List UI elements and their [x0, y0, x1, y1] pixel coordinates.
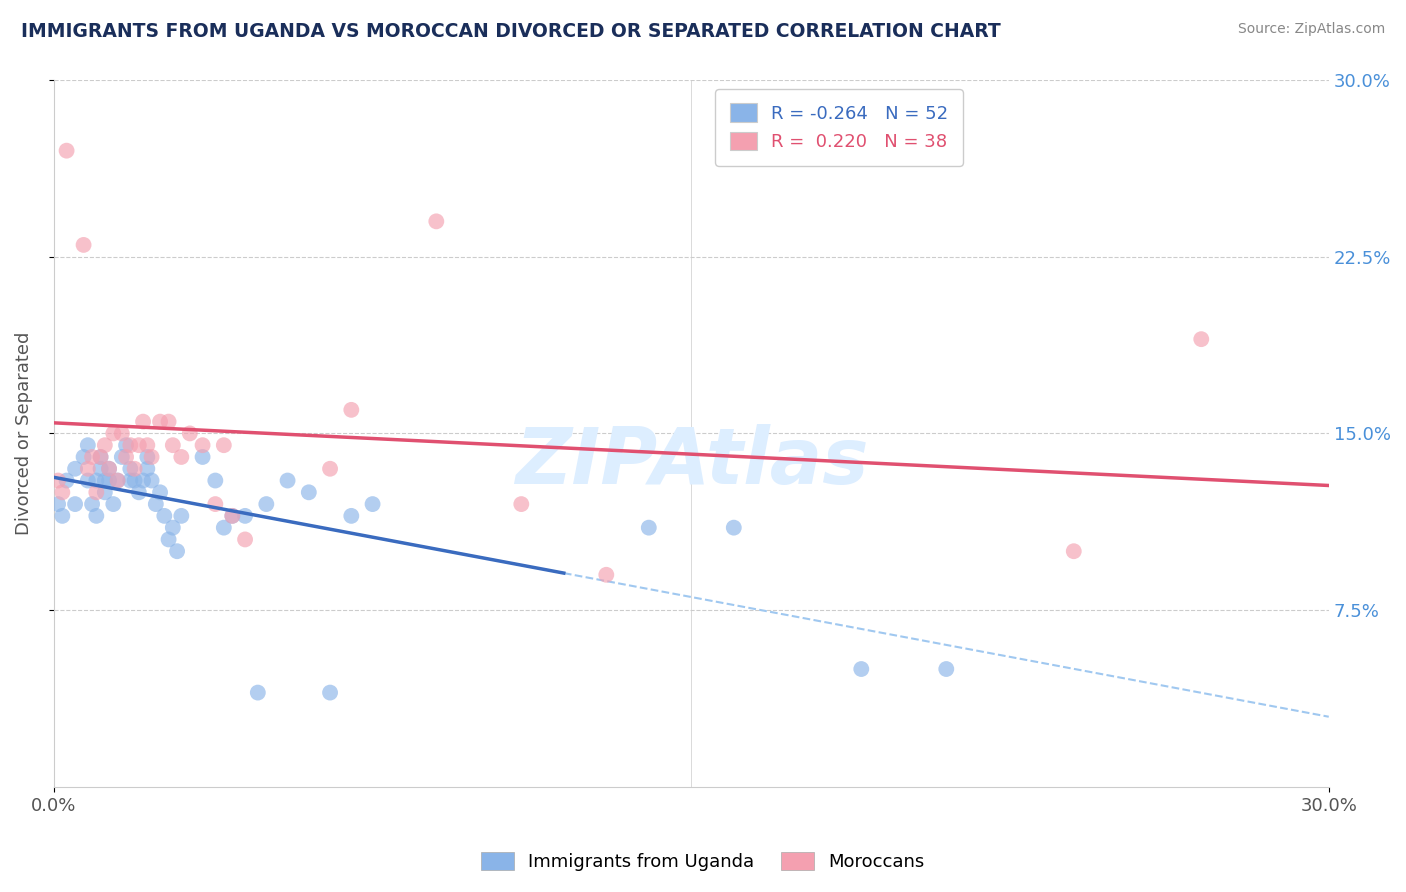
Point	[120, 474, 142, 488]
Point	[72, 238, 94, 252]
Point	[86, 485, 108, 500]
Point	[1189, 332, 1212, 346]
Point	[340, 402, 363, 417]
Point	[55, 474, 77, 488]
Point	[170, 508, 193, 523]
Point	[46, 474, 69, 488]
Point	[80, 497, 103, 511]
Point	[425, 214, 447, 228]
Point	[94, 485, 117, 500]
Point	[157, 415, 180, 429]
Point	[136, 450, 159, 464]
Point	[1063, 544, 1085, 558]
Point	[51, 508, 73, 523]
Point	[221, 508, 243, 523]
Point	[149, 485, 172, 500]
Point	[136, 438, 159, 452]
Point	[141, 474, 163, 488]
Point	[103, 426, 125, 441]
Point	[254, 497, 277, 511]
Point	[157, 533, 180, 547]
Point	[723, 521, 745, 535]
Point	[94, 474, 117, 488]
Point	[107, 474, 129, 488]
Text: Source: ZipAtlas.com: Source: ZipAtlas.com	[1237, 22, 1385, 37]
Point	[63, 462, 86, 476]
Point	[145, 497, 167, 511]
Point	[111, 450, 134, 464]
Point	[86, 508, 108, 523]
Point	[86, 474, 108, 488]
Point	[98, 462, 121, 476]
Point	[221, 508, 243, 523]
Y-axis label: Divorced or Separated: Divorced or Separated	[15, 332, 32, 535]
Point	[124, 474, 146, 488]
Legend: R = -0.264   N = 52, R =  0.220   N = 38: R = -0.264 N = 52, R = 0.220 N = 38	[716, 89, 963, 166]
Point	[149, 415, 172, 429]
Point	[63, 497, 86, 511]
Legend: Immigrants from Uganda, Moroccans: Immigrants from Uganda, Moroccans	[474, 845, 932, 879]
Point	[212, 521, 235, 535]
Point	[107, 474, 129, 488]
Point	[204, 474, 226, 488]
Point	[191, 438, 214, 452]
Point	[51, 485, 73, 500]
Point	[595, 567, 617, 582]
Point	[98, 462, 121, 476]
Point	[120, 462, 142, 476]
Point	[212, 438, 235, 452]
Point	[76, 462, 98, 476]
Point	[191, 450, 214, 464]
Text: ZIPAtlas: ZIPAtlas	[515, 424, 868, 500]
Text: IMMIGRANTS FROM UGANDA VS MOROCCAN DIVORCED OR SEPARATED CORRELATION CHART: IMMIGRANTS FROM UGANDA VS MOROCCAN DIVOR…	[21, 22, 1001, 41]
Point	[246, 685, 269, 699]
Point	[132, 415, 155, 429]
Point	[319, 462, 342, 476]
Point	[637, 521, 659, 535]
Point	[115, 438, 138, 452]
Point	[162, 438, 184, 452]
Point	[94, 438, 117, 452]
Point	[120, 438, 142, 452]
Point	[136, 462, 159, 476]
Point	[90, 450, 112, 464]
Point	[204, 497, 226, 511]
Point	[298, 485, 321, 500]
Point	[170, 450, 193, 464]
Point	[340, 508, 363, 523]
Point	[80, 450, 103, 464]
Point	[179, 426, 201, 441]
Point	[319, 685, 342, 699]
Point	[111, 426, 134, 441]
Point	[76, 438, 98, 452]
Point	[233, 508, 256, 523]
Point	[98, 474, 121, 488]
Point	[132, 474, 155, 488]
Point	[72, 450, 94, 464]
Point	[153, 508, 176, 523]
Point	[124, 462, 146, 476]
Point	[46, 497, 69, 511]
Point	[277, 474, 299, 488]
Point	[103, 497, 125, 511]
Point	[128, 485, 150, 500]
Point	[128, 438, 150, 452]
Point	[141, 450, 163, 464]
Point	[90, 462, 112, 476]
Point	[166, 544, 188, 558]
Point	[510, 497, 533, 511]
Point	[851, 662, 873, 676]
Point	[115, 450, 138, 464]
Point	[162, 521, 184, 535]
Point	[361, 497, 384, 511]
Point	[935, 662, 957, 676]
Point	[55, 144, 77, 158]
Point	[90, 450, 112, 464]
Point	[76, 474, 98, 488]
Point	[233, 533, 256, 547]
Point	[63, 49, 86, 63]
